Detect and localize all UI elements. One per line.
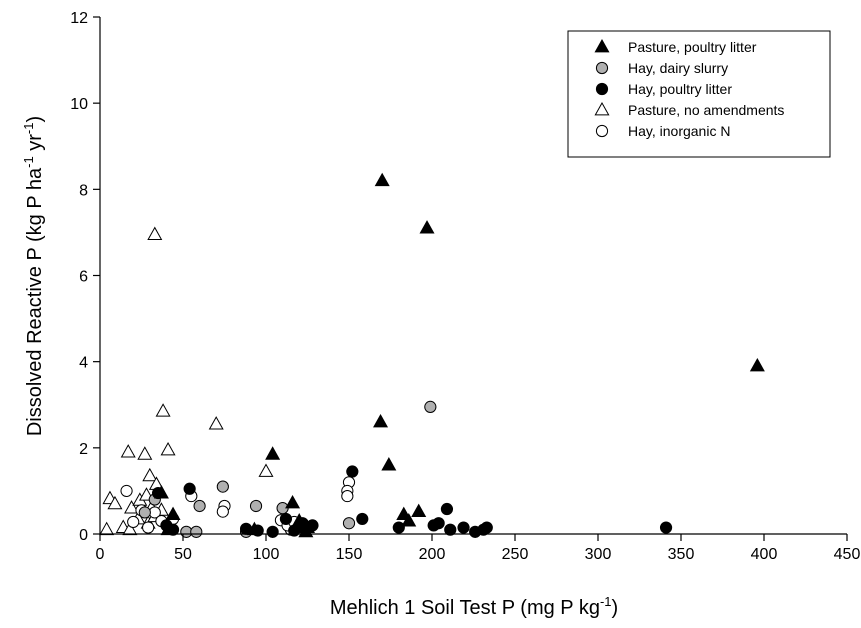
data-point	[373, 413, 389, 428]
data-point	[193, 499, 206, 513]
data-point	[216, 505, 229, 518]
data-point	[155, 403, 171, 417]
legend-label: Pasture, no amendments	[628, 102, 784, 118]
data-point	[411, 503, 427, 517]
data-point	[659, 521, 673, 534]
x-tick-label: 350	[668, 546, 695, 563]
data-point	[374, 172, 390, 187]
legend-marker	[594, 101, 610, 116]
y-axis-title-end: )	[24, 116, 46, 123]
y-tick-label: 2	[79, 441, 88, 458]
legend-label: Hay, poultry litter	[628, 81, 732, 97]
data-point	[147, 226, 163, 240]
x-axis-ticks: 0 50 100 150 200 250 300 350 400 450	[96, 534, 861, 563]
data-point	[266, 525, 279, 538]
x-tick-label: 100	[253, 546, 280, 563]
x-axis-title-sup: -1	[600, 594, 612, 609]
data-point	[401, 513, 417, 527]
x-axis-title-main: Mehlich 1 Soil Test P (mg P kg	[330, 597, 600, 619]
data-point	[142, 521, 155, 534]
data-point	[342, 517, 356, 530]
data-point	[120, 444, 136, 458]
y-tick-label: 8	[79, 182, 88, 199]
x-tick-label: 450	[834, 546, 861, 563]
data-points	[99, 172, 765, 538]
data-point	[258, 463, 274, 477]
data-point	[265, 446, 281, 460]
x-tick-label: 300	[585, 546, 612, 563]
y-axis-title: Dissolved Reactive P (kg P ha-1 yr-1)	[21, 116, 46, 436]
data-point	[142, 467, 158, 482]
data-point	[291, 513, 307, 527]
data-point	[381, 457, 397, 471]
legend: Pasture, poultry litter Hay, dairy slurry…	[567, 30, 831, 158]
y-tick-label: 6	[79, 269, 88, 286]
y-axis-title-sup1: -1	[21, 156, 36, 168]
data-point	[749, 357, 765, 372]
x-tick-label: 250	[502, 546, 529, 563]
data-point	[137, 446, 153, 460]
data-point	[341, 489, 354, 503]
data-point	[444, 523, 457, 536]
x-tick-label: 200	[419, 546, 446, 563]
legend-marker	[595, 61, 609, 75]
y-axis-title-mid: yr	[24, 134, 46, 157]
data-point	[160, 441, 176, 456]
legend-label: Hay, dairy slurry	[628, 60, 728, 76]
y-tick-label: 4	[79, 355, 88, 372]
y-tick-label: 10	[70, 96, 88, 113]
data-point	[183, 482, 196, 495]
x-tick-label: 50	[174, 546, 192, 563]
data-point	[138, 506, 151, 519]
data-point	[440, 502, 454, 516]
y-axis-title-sup2: -1	[21, 123, 36, 135]
x-tick-label: 400	[751, 546, 778, 563]
legend-marker	[595, 82, 609, 96]
data-point	[279, 512, 293, 526]
x-tick-label: 0	[96, 546, 105, 563]
y-axis-ticks: 0 2 4 6 8 10 12	[70, 10, 100, 544]
data-point	[457, 521, 470, 534]
x-axis-title-end: )	[612, 597, 619, 619]
legend-marker	[594, 38, 610, 53]
data-point	[356, 512, 369, 526]
data-point	[216, 480, 229, 493]
legend-box	[567, 30, 831, 158]
data-point	[285, 494, 301, 509]
data-point	[480, 521, 493, 534]
data-point	[208, 416, 224, 430]
y-tick-label: 0	[79, 527, 88, 544]
legend-label: Hay, inorganic N	[628, 123, 730, 139]
data-point	[249, 499, 263, 513]
y-tick-label: 12	[70, 10, 88, 27]
data-point	[165, 506, 181, 521]
data-point	[120, 484, 133, 498]
x-axis-title: Mehlich 1 Soil Test P (mg P kg-1)	[330, 594, 618, 619]
data-point	[419, 220, 435, 234]
data-point	[424, 400, 437, 414]
y-axis-title-main: Dissolved Reactive P (kg P ha	[24, 167, 46, 436]
data-point	[99, 521, 115, 536]
data-point	[432, 517, 445, 530]
data-point	[153, 485, 169, 499]
legend-items: Pasture, poultry litter Hay, dairy slurry…	[594, 38, 784, 139]
data-point	[190, 525, 203, 538]
data-point	[124, 500, 140, 514]
legend-label: Pasture, poultry litter	[628, 39, 757, 55]
x-tick-label: 150	[336, 546, 363, 563]
data-point	[346, 465, 359, 478]
data-point	[107, 495, 123, 510]
data-point	[127, 515, 140, 529]
legend-marker	[595, 124, 609, 138]
data-point	[392, 521, 405, 534]
